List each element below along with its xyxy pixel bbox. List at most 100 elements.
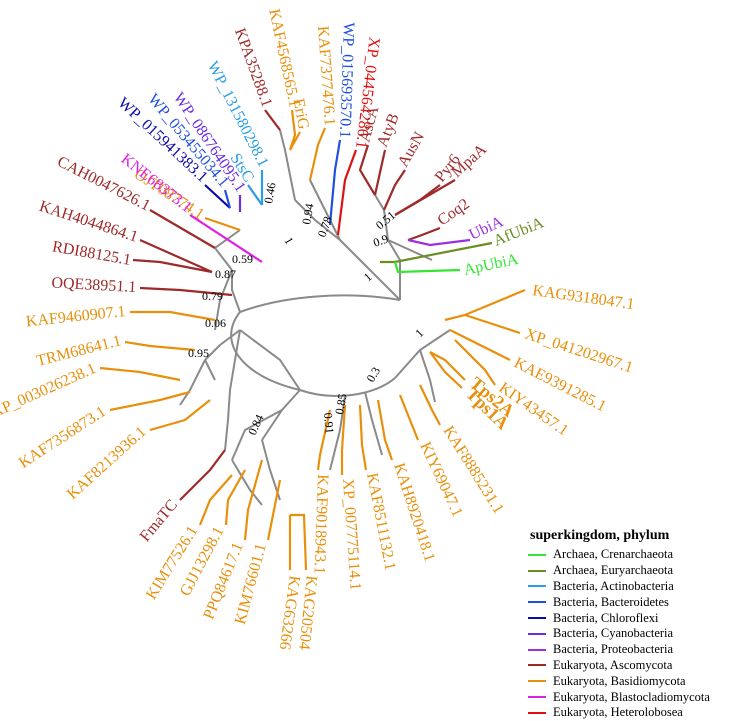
- support-value: 0.3: [363, 365, 383, 385]
- branch-wp015693570: [328, 139, 342, 226]
- legend-label: Eukaryota, Basidiomycota: [553, 673, 686, 688]
- legend-item: Bacteria, Actinobacteria: [528, 579, 733, 595]
- branch-kae9391285: [449, 329, 511, 361]
- legend-label: Archaea, Crenarchaeota: [553, 547, 674, 562]
- support-value: 0.06: [205, 316, 226, 330]
- branch-kaf9018943: [316, 409, 332, 471]
- branch-trm68641: [124, 340, 196, 352]
- legend-label: Archaea, Euryarchaeota: [553, 563, 674, 578]
- legend-label: Eukaryota, Heterolobosea: [553, 705, 683, 720]
- leaf-label: KAH4044864.1: [37, 198, 140, 246]
- branch-kpa35288: [264, 109, 281, 131]
- branch-kaf9460907: [130, 310, 216, 322]
- leaf-label: KAF7377476.1: [314, 25, 338, 126]
- support-value: 0.87: [215, 267, 236, 281]
- branch-xp044564286: [336, 149, 358, 236]
- branch-wp015941383: [204, 184, 231, 209]
- legend-label: Bacteria, Cyanobacteria: [553, 626, 674, 641]
- support-value: 1: [412, 326, 426, 340]
- leaf-label: KAF9460907.1: [25, 303, 126, 330]
- support-value: 0.59: [232, 252, 253, 266]
- branch-stsc: [247, 184, 263, 206]
- branch-kne68373: [189, 214, 263, 263]
- legend-swatch: [528, 632, 546, 635]
- support-value: 0.95: [188, 346, 209, 360]
- branch-kaf7356873: [109, 390, 191, 412]
- support-value: 1: [281, 235, 296, 247]
- leaf-label: Coq2: [435, 195, 473, 229]
- legend-swatch: [528, 680, 546, 683]
- branch-xp007775114: [340, 404, 347, 475]
- branch-kah4044864: [139, 238, 213, 274]
- internal-branches: [179, 129, 451, 506]
- leaf-label: KAF8511132.1: [363, 472, 399, 572]
- legend-label: Bacteria, Chloroflexi: [553, 610, 659, 625]
- leaf-label: XP_007775114.1: [339, 478, 364, 591]
- support-values: 0.94 0.46 0.78 0.51 0.9 1 1 0.59 0.87 0.…: [188, 181, 426, 437]
- branch-oqe38951: [139, 286, 233, 297]
- branch-ppq84617: [243, 459, 264, 541]
- leaf-label: AusN: [395, 129, 429, 170]
- legend-item: Eukaryota, Heterolobosea: [528, 705, 733, 721]
- legend-item: Eukaryota, Blastocladiomycota: [528, 689, 733, 705]
- branch-mpaa: [394, 179, 456, 216]
- leaf-label: FmaTC: [137, 497, 181, 545]
- legend-label: Eukaryota, Ascomycota: [553, 657, 673, 672]
- branch-kah8920418: [376, 399, 394, 461]
- legend-label: Bacteria, Actinobacteria: [553, 578, 674, 593]
- leaf-label: TRM68641.1: [35, 332, 123, 369]
- leaf-label: EriG: [290, 97, 312, 131]
- legend-swatch: [528, 569, 546, 572]
- leaf-label: KAF9018943.1: [311, 474, 331, 575]
- branch-ausn: [382, 169, 406, 211]
- branch-kag2050447: [290, 513, 308, 571]
- branch-atyb: [373, 149, 387, 196]
- support-value: 0.78: [315, 215, 335, 240]
- legend-item: Archaea, Crenarchaeota: [528, 547, 733, 563]
- leaf-branches: [99, 109, 526, 571]
- branch-cah0047626: [149, 209, 216, 249]
- legend-item: Bacteria, Chloroflexi: [528, 610, 733, 626]
- branch-erig: [289, 131, 301, 151]
- branch-kiy69047: [398, 394, 420, 441]
- legend-item: Archaea, Euryarchaeota: [528, 563, 733, 579]
- branch-gjj13298: [224, 469, 246, 526]
- support-value: 0.94: [299, 202, 316, 225]
- branch-wp053455034: [223, 189, 232, 209]
- leaf-label: ApUbiA: [462, 251, 520, 279]
- phylogenetic-tree: AfUbiA ApUbiA KAG9318047.1 XP_041202967.…: [0, 7, 635, 650]
- branch-kim76601: [266, 479, 282, 541]
- support-value: 0.9: [371, 232, 390, 250]
- branch-apubia: [393, 261, 461, 274]
- leaf-label: OQE38951.1: [51, 275, 137, 296]
- legend-item: Bacteria, Bacteroidetes: [528, 594, 733, 610]
- leaf-label: KAG9318047.1: [531, 282, 635, 313]
- branch-kaf7377476: [308, 127, 327, 181]
- branch-xp041202967: [464, 313, 521, 335]
- legend-swatch: [528, 617, 546, 620]
- branch-xp003026238: [99, 366, 181, 382]
- branch-coq2: [407, 226, 441, 242]
- support-value: 0.85: [332, 392, 349, 415]
- legend-label: Bacteria, Bacteroidetes: [553, 594, 669, 609]
- branch-rdi88125: [132, 258, 213, 274]
- branch-kaf8511132: [358, 404, 368, 471]
- legend-swatch: [528, 664, 546, 667]
- leaf-label: WP_015693570.1: [336, 22, 357, 139]
- legend-swatch: [528, 696, 546, 699]
- legend-label: Eukaryota, Blastocladiomycota: [553, 689, 710, 704]
- legend-swatch: [528, 711, 546, 714]
- support-value: 0.46: [261, 181, 278, 204]
- leaf-label: XP_003026238.1: [0, 360, 99, 421]
- branch-asca: [358, 144, 376, 196]
- branch-kiy43457: [454, 339, 496, 386]
- legend-item: Eukaryota, Ascomycota: [528, 658, 733, 674]
- branch-kaf8885231: [419, 384, 441, 426]
- branch-kaf8213936: [149, 399, 211, 432]
- legend-items: Archaea, Crenarchaeota Archaea, Euryarcha…: [528, 547, 733, 721]
- legend: superkingdom, phylum Archaea, Crenarchae…: [528, 528, 733, 721]
- branch-ojt08774: [204, 216, 241, 232]
- support-value: 0.84: [245, 412, 267, 437]
- legend-swatch: [528, 553, 546, 556]
- support-value: 0.79: [202, 289, 223, 303]
